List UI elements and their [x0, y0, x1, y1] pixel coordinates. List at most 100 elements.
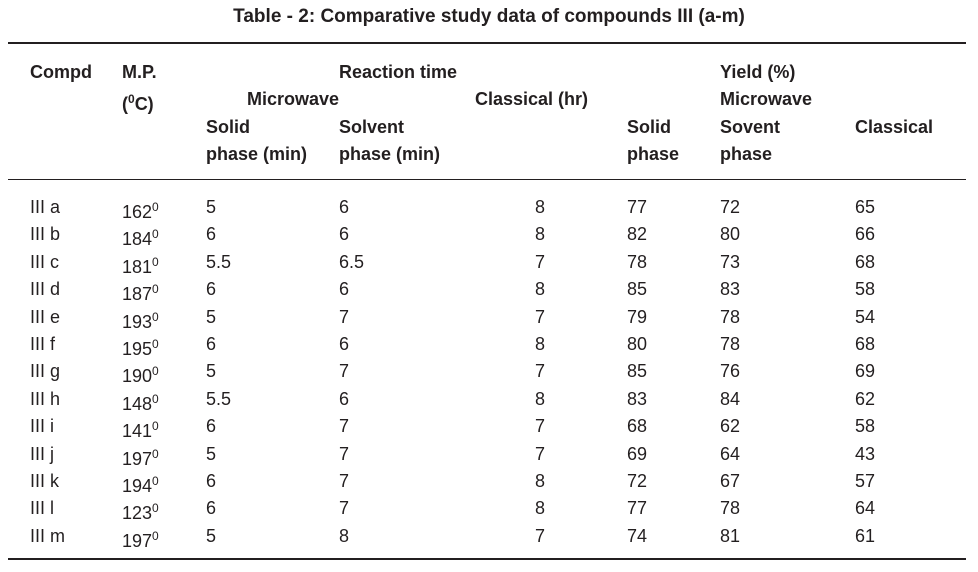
cell-yield-classical: 68 — [855, 334, 876, 354]
cell-yield-classical: 68 — [855, 251, 876, 272]
cell-solid-min: 5 — [206, 197, 217, 217]
cell-yield-classical: 66 — [855, 224, 876, 245]
cell-yield-solvent: 78 — [720, 306, 741, 327]
cell-yield-solvent: 78 — [720, 334, 741, 354]
header-mp-unit: (0C) — [122, 92, 154, 114]
cell-solvent-min: 7 — [339, 471, 350, 491]
cell-compd: III b — [30, 224, 61, 245]
cell-solid-min: 6 — [206, 224, 217, 245]
cell-classical-hr: 7 — [534, 306, 545, 327]
cell-mp: 1940 — [122, 474, 159, 496]
cell-solvent-min: 6 — [339, 279, 350, 300]
cell-classical-hr: 8 — [534, 471, 545, 491]
header-reaction-time: Reaction time — [339, 62, 458, 82]
cell-yield-classical: 43 — [855, 443, 876, 464]
header-solid-phase: Solid — [206, 117, 250, 137]
cell-classical-hr: 8 — [534, 334, 545, 354]
header-rule — [8, 179, 966, 180]
header-solid-phase-min: phase (min) — [206, 144, 308, 164]
cell-compd: III a — [30, 197, 61, 217]
cell-yield-solvent: 73 — [720, 251, 741, 272]
header-yield-sovent: Sovent — [720, 117, 781, 137]
cell-classical-hr: 8 — [534, 388, 545, 409]
cell-yield-solvent: 72 — [720, 197, 741, 217]
cell-yield-solid: 79 — [627, 306, 648, 327]
cell-yield-solid: 83 — [627, 388, 648, 409]
cell-yield-classical: 57 — [855, 471, 876, 491]
cell-yield-classical: 54 — [855, 306, 876, 327]
cell-classical-hr: 8 — [534, 498, 545, 519]
cell-compd: III j — [30, 443, 55, 464]
cell-classical-hr: 8 — [534, 197, 545, 217]
cell-yield-classical: 64 — [855, 498, 876, 519]
cell-classical-hr: 7 — [534, 251, 545, 272]
bottom-rule — [8, 558, 966, 560]
cell-mp: 1810 — [122, 254, 159, 277]
cell-yield-solid: 82 — [627, 224, 648, 245]
header-yield-microwave: Microwave — [720, 89, 813, 109]
cell-solvent-min: 6 — [339, 224, 350, 245]
cell-solvent-min: 7 — [339, 443, 350, 464]
cell-yield-classical: 58 — [855, 416, 876, 437]
cell-solid-min: 5 — [206, 361, 217, 382]
cell-compd: III g — [30, 361, 61, 382]
header-compd: Compd — [30, 62, 92, 82]
cell-yield-solid: 77 — [627, 498, 648, 519]
header-yield-classical: Classical — [855, 117, 934, 137]
cell-yield-solid: 77 — [627, 197, 648, 217]
header-yield-solid: Solid — [627, 117, 671, 137]
cell-yield-classical: 58 — [855, 279, 876, 300]
cell-compd: III d — [30, 279, 61, 300]
cell-mp: 1970 — [122, 528, 159, 551]
cell-mp: 1930 — [122, 309, 159, 332]
cell-solid-min: 5 — [206, 306, 217, 327]
cell-mp: 1620 — [122, 200, 159, 222]
header-yield: Yield (%) — [720, 62, 796, 82]
header-yield-sovent-phase: phase — [720, 144, 773, 164]
cell-yield-classical: 62 — [855, 388, 876, 409]
cell-yield-solid: 72 — [627, 471, 648, 491]
cell-classical-hr: 7 — [534, 443, 545, 464]
cell-yield-solvent: 83 — [720, 279, 741, 300]
cell-mp: 1230 — [122, 501, 159, 524]
cell-mp: 1840 — [122, 227, 159, 250]
top-rule — [8, 42, 966, 44]
cell-yield-solvent: 80 — [720, 224, 741, 245]
cell-mp: 1900 — [122, 364, 159, 387]
cell-classical-hr: 8 — [534, 279, 545, 300]
cell-compd: III f — [30, 334, 56, 354]
header-mp: M.P. — [122, 62, 157, 82]
cell-compd: III k — [30, 471, 60, 491]
cell-solvent-min: 7 — [339, 361, 350, 382]
cell-solid-min: 5.5 — [206, 388, 232, 409]
cell-yield-solid: 74 — [627, 525, 648, 546]
cell-compd: III e — [30, 306, 61, 327]
header-microwave: Microwave — [247, 89, 340, 109]
cell-solid-min: 5 — [206, 443, 217, 464]
cell-solid-min: 6 — [206, 279, 217, 300]
cell-yield-solvent: 81 — [720, 525, 741, 546]
cell-solid-min: 6 — [206, 416, 217, 437]
cell-classical-hr: 7 — [534, 525, 545, 546]
cell-solvent-min: 6 — [339, 334, 350, 354]
cell-solvent-min: 8 — [339, 525, 350, 546]
cell-mp: 1950 — [122, 337, 159, 359]
header-solvent-phase: Solvent — [339, 117, 405, 137]
header-solvent-phase-min: phase (min) — [339, 144, 441, 164]
cell-solid-min: 5.5 — [206, 251, 232, 272]
cell-solid-min: 6 — [206, 471, 217, 491]
cell-yield-solvent: 78 — [720, 498, 741, 519]
cell-compd: III h — [30, 388, 61, 409]
cell-solid-min: 6 — [206, 498, 217, 519]
header-yield-solid-phase: phase — [627, 144, 680, 164]
cell-yield-solid: 80 — [627, 334, 648, 354]
cell-yield-solid: 85 — [627, 361, 648, 382]
cell-compd: III c — [30, 251, 60, 272]
cell-classical-hr: 7 — [534, 361, 545, 382]
cell-yield-solvent: 84 — [720, 388, 741, 409]
cell-yield-solid: 78 — [627, 251, 648, 272]
cell-yield-solvent: 64 — [720, 443, 741, 464]
cell-mp: 1410 — [122, 419, 159, 442]
table-title: Table - 2: Comparative study data of com… — [233, 6, 745, 27]
cell-solid-min: 6 — [206, 334, 217, 354]
